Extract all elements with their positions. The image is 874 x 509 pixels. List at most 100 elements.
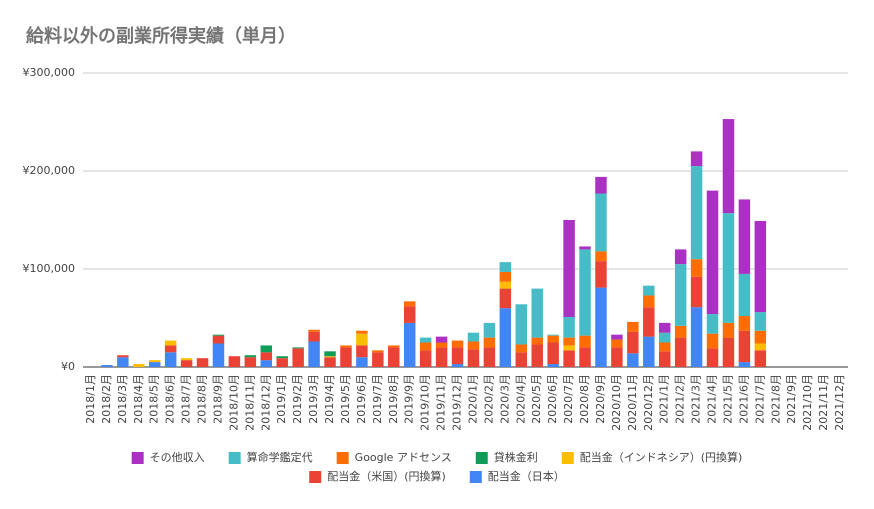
x-tick-label: 2019/3月 [307,374,320,424]
bar-segment [722,337,735,367]
bar-segment [340,345,352,348]
legend-label: 貸株金利 [494,450,538,464]
bar-segment [212,334,225,336]
x-tick-label: 2020/1月 [466,374,479,424]
bar-segment [658,322,671,333]
x-tick-label: 2018/1月 [84,374,97,424]
bar-segment [244,355,257,358]
bar-segment [388,345,400,348]
x-tick-label: 2021/3月 [690,374,703,424]
bar-segment [117,357,129,367]
x-tick-label: 2020/7月 [562,374,575,424]
bar-segment [467,341,480,350]
bar-segment [722,322,735,338]
x-tick-label: 2018/2月 [100,374,113,424]
bar-segment [595,193,607,252]
bar-segment [515,304,528,345]
x-tick-label: 2020/10月 [610,374,623,431]
bar-segment [706,333,719,349]
bar-segment [674,249,687,265]
bar-segment [547,334,559,336]
chart-title: 給料以外の副業所得実績（単月） [26,25,296,47]
bar-segment [643,307,655,337]
bar-segment [754,330,767,344]
bar-segment [308,331,320,342]
bar-segment [754,312,767,331]
y-tick-label: ¥300,000 [23,66,76,79]
bar-segment [324,356,336,358]
bar-segment [499,288,512,309]
bar-segment [180,358,193,361]
legend-label: その他収入 [150,451,205,464]
bar-segment [674,325,687,338]
legend-label: Google アドセンス [355,451,452,464]
bar-segment [164,340,177,346]
bar-segment [212,335,225,344]
x-tick-label: 2018/8月 [196,374,209,424]
bar-segment [738,330,751,363]
bar-segment [611,347,623,367]
x-tick-label: 2019/11月 [435,374,448,431]
x-tick-label: 2018/6月 [164,374,177,424]
bar-segment [117,355,129,358]
bar-segment [515,352,528,367]
x-tick-label: 2019/12月 [451,374,464,431]
bar-segment [372,352,384,367]
x-tick-label: 2020/9月 [594,374,607,424]
bar-segment [324,351,336,357]
bar-segment [499,271,512,282]
bar-segment [563,337,575,346]
bar-segment [308,329,320,332]
x-tick-label: 2018/3月 [116,374,129,424]
bar-segment [611,339,623,348]
x-tick-label: 2021/2月 [674,374,687,424]
x-tick-label: 2020/5月 [530,374,543,424]
bar-segment [738,199,751,274]
bar-segment [276,356,288,359]
bar-segment [148,360,161,363]
x-tick-label: 2021/1月 [658,374,671,424]
legend-item: その他収入 [131,451,205,464]
x-tick-label: 2020/2月 [482,374,495,424]
x-tick-label: 2020/3月 [498,374,511,424]
bar-segment [467,349,480,367]
bar-segment [356,333,368,346]
legend-item: 貸株金利 [475,450,538,464]
bar-segment [483,337,496,348]
legend-item: 配当金（インドネシア）(円換算) [561,450,743,464]
bar-segment [627,321,639,332]
bar-segment [563,317,575,338]
x-tick-label: 2018/10月 [227,374,240,431]
bar-segment [260,360,273,367]
bar-segment [148,362,161,367]
bar-segment [515,344,528,353]
bar-segment [133,364,145,367]
bar-segment [658,332,671,343]
x-tick-label: 2021/4月 [706,374,719,424]
legend-swatch [131,452,144,464]
bar-segment [164,352,177,367]
bar-segment [467,332,480,342]
bar-segment [690,151,703,167]
bar-segment [595,261,607,288]
x-tick-label: 2019/9月 [403,374,416,424]
x-tick-label: 2021/6月 [737,374,750,424]
x-tick-label: 2021/10月 [801,374,814,431]
bar-segment [260,345,273,353]
legend-swatch [475,452,488,464]
bar-segment [690,259,703,277]
bar-segment [356,330,368,334]
legend-label: 配当金（インドネシア）(円換算) [580,450,743,464]
bar-segment [435,342,448,348]
bar-segment [706,190,719,315]
bar-segment [292,347,304,349]
bar-segment [451,364,464,367]
x-tick-label: 2018/11月 [243,374,256,431]
x-tick-label: 2019/5月 [339,374,352,424]
bar-segment [690,276,703,308]
bar-segment [690,166,703,260]
x-tick-label: 2018/9月 [211,374,224,424]
x-tick-label: 2021/8月 [769,374,782,424]
bar-segment [435,336,448,343]
